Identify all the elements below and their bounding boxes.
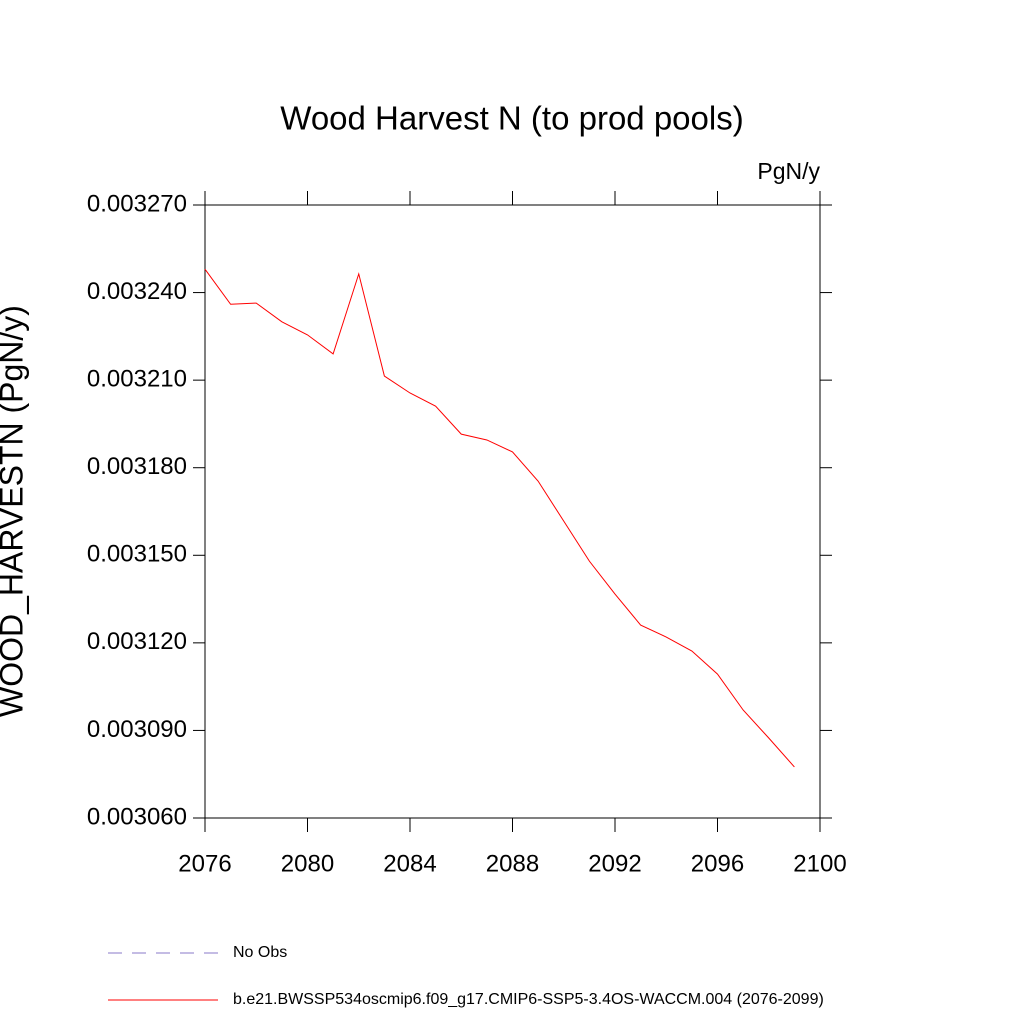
y-tick-label: 0.003210 [87,365,187,392]
x-tick-label: 2084 [383,850,436,877]
legend-label: b.e21.BWSSP534oscmip6.f09_g17.CMIP6-SSP5… [233,991,824,1008]
plot-frame [204,204,821,819]
y-tick-label: 0.003180 [87,453,187,480]
data-line [204,268,795,768]
x-tick-label: 2088 [486,850,539,877]
y-tick-label: 0.003150 [87,541,187,568]
chart-title: Wood Harvest N (to prod pools) [280,100,743,137]
units-label: PgN/y [757,158,820,184]
legend-label: No Obs [233,944,287,961]
y-tick-label: 0.003060 [87,803,187,830]
y-axis-label: WOOD_HARVESTN (PgN/y) [0,305,29,717]
x-tick-label: 2100 [793,850,846,877]
y-tick-label: 0.003240 [87,278,187,305]
x-tick-label: 2096 [691,850,744,877]
y-tick-label: 0.003090 [87,716,187,743]
y-tick-label: 0.003270 [87,190,187,217]
x-tick-label: 2092 [588,850,641,877]
y-tick-label: 0.003120 [87,628,187,655]
x-tick-label: 2076 [178,850,231,877]
x-tick-label: 2080 [281,850,334,877]
